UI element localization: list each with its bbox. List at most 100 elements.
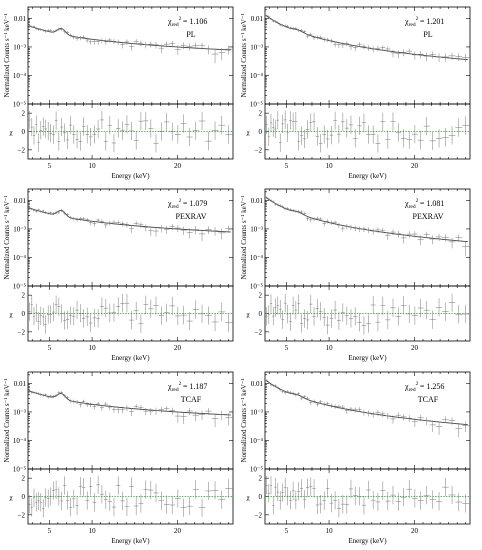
- resid-tick-label: 0: [259, 128, 263, 136]
- y-tick-label: 10⁻³: [250, 225, 263, 233]
- chi-square-annotation: χred2 = 1.106: [167, 16, 207, 28]
- x-tick-label: 5: [48, 344, 52, 352]
- resid-axis-label: χ: [246, 311, 250, 319]
- y-tick-label: 10⁻³: [13, 408, 26, 416]
- x-tick-label: 5: [285, 162, 289, 170]
- x-axis-label: Energy (keV): [348, 172, 387, 180]
- y-tick-label: 0.01: [14, 197, 27, 205]
- y-axis-label: Normalized Counts s⁻¹ keV⁻¹: [240, 378, 248, 462]
- model-curve: [28, 25, 231, 51]
- x-tick-label: 5: [48, 527, 52, 535]
- x-tick-label: 10: [89, 527, 97, 535]
- chi-square-annotation: χred2 = 1.187: [167, 381, 207, 393]
- resid-tick-label: 0: [22, 493, 26, 501]
- resid-tick-label: 0: [259, 310, 263, 318]
- model-label: TCAF: [181, 395, 202, 404]
- y-tick-label: 10⁻⁵: [250, 101, 264, 109]
- y-tick-label: 10⁻⁴: [13, 437, 27, 445]
- y-tick-label: 10⁻³: [250, 408, 263, 416]
- model-label: PEXRAV: [176, 212, 207, 221]
- y-tick-label: 10⁻³: [13, 225, 26, 233]
- resid-axis-label: χ: [9, 129, 13, 137]
- chi-square-annotation: χred2 = 1.081: [404, 198, 444, 210]
- x-tick-label: 10: [89, 162, 97, 170]
- x-tick-label: 20: [174, 527, 182, 535]
- resid-tick-label: −2: [18, 328, 26, 336]
- y-axis-label: Normalized Counts s⁻¹ keV⁻¹: [240, 13, 248, 97]
- resid-axis-label: χ: [246, 494, 250, 502]
- x-tick-label: 20: [411, 527, 419, 535]
- x-tick-label: 20: [411, 344, 419, 352]
- y-axis-label: Normalized Counts s⁻¹ keV⁻¹: [3, 195, 11, 279]
- x-tick-label: 5: [48, 162, 52, 170]
- y-tick-label: 10⁻⁴: [250, 254, 264, 262]
- x-tick-label: 10: [326, 527, 334, 535]
- resid-tick-label: 0: [22, 310, 26, 318]
- model-label: TCAF: [418, 395, 439, 404]
- resid-tick-label: 0: [259, 493, 263, 501]
- resid-axis-label: χ: [9, 494, 13, 502]
- y-axis-label: Normalized Counts s⁻¹ keV⁻¹: [3, 378, 11, 462]
- y-tick-label: 10⁻⁵: [13, 466, 27, 474]
- y-tick-label: 10⁻⁵: [13, 101, 27, 109]
- y-tick-label: 0.01: [251, 380, 264, 388]
- resid-tick-label: −2: [255, 328, 263, 336]
- y-tick-label: 0.01: [251, 197, 264, 205]
- resid-axis-label: χ: [246, 129, 250, 137]
- y-tick-label: 10⁻⁵: [13, 283, 27, 291]
- resid-tick-label: 2: [22, 292, 26, 300]
- x-axis-label: Energy (keV): [348, 354, 387, 362]
- y-tick-label: 10⁻⁵: [250, 283, 264, 291]
- resid-tick-label: −2: [255, 511, 263, 519]
- y-axis-label: Normalized Counts s⁻¹ keV⁻¹: [3, 13, 11, 97]
- x-axis-label: Energy (keV): [111, 172, 150, 180]
- y-tick-label: 10⁻³: [250, 43, 263, 51]
- resid-tick-label: 2: [22, 475, 26, 483]
- resid-tick-label: −2: [18, 511, 26, 519]
- x-tick-label: 20: [174, 344, 182, 352]
- model-label: PL: [423, 30, 432, 39]
- chi-square-annotation: χred2 = 1.201: [404, 16, 444, 28]
- resid-tick-label: 2: [259, 292, 263, 300]
- y-tick-label: 10⁻⁴: [250, 72, 264, 80]
- y-tick-label: 0.01: [251, 15, 264, 23]
- y-tick-label: 10⁻⁵: [250, 466, 264, 474]
- resid-tick-label: 2: [259, 110, 263, 118]
- x-axis-label: Energy (keV): [111, 354, 150, 362]
- model-label: PEXRAV: [413, 212, 444, 221]
- x-tick-label: 20: [411, 162, 419, 170]
- x-tick-label: 10: [89, 344, 97, 352]
- resid-tick-label: −2: [255, 146, 263, 154]
- x-axis-label: Energy (keV): [348, 537, 387, 545]
- y-tick-label: 0.01: [14, 15, 27, 23]
- resid-tick-label: 2: [22, 110, 26, 118]
- x-tick-label: 20: [174, 162, 182, 170]
- model-curve: [28, 390, 231, 416]
- x-tick-label: 5: [285, 527, 289, 535]
- x-tick-label: 5: [285, 344, 289, 352]
- model-curve: [28, 207, 231, 233]
- y-tick-label: 10⁻³: [13, 43, 26, 51]
- y-tick-label: 10⁻⁴: [250, 437, 264, 445]
- resid-tick-label: 0: [22, 128, 26, 136]
- x-tick-label: 10: [326, 162, 334, 170]
- x-tick-label: 10: [326, 344, 334, 352]
- x-axis-label: Energy (keV): [111, 537, 150, 545]
- y-axis-label: Normalized Counts s⁻¹ keV⁻¹: [240, 195, 248, 279]
- resid-tick-label: −2: [18, 146, 26, 154]
- y-tick-label: 10⁻⁴: [13, 254, 27, 262]
- resid-tick-label: 2: [259, 475, 263, 483]
- model-label: PL: [186, 30, 195, 39]
- y-tick-label: 0.01: [14, 380, 27, 388]
- resid-axis-label: χ: [9, 311, 13, 319]
- chi-square-annotation: χred2 = 1.079: [167, 198, 207, 210]
- y-tick-label: 10⁻⁴: [13, 72, 27, 80]
- chi-square-annotation: χred2 = 1.256: [404, 381, 444, 393]
